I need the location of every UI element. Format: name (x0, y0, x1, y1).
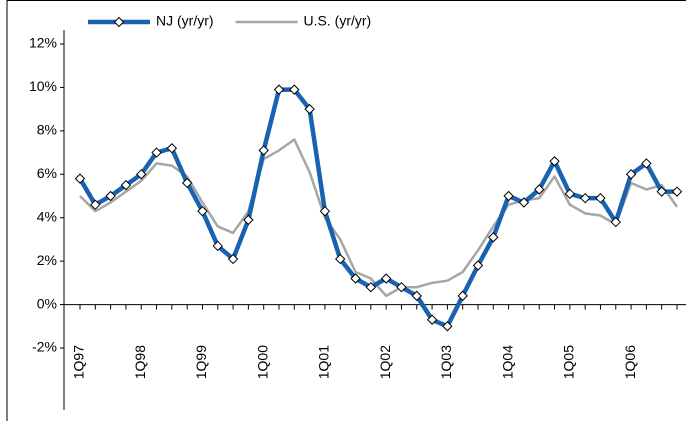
legend-label: NJ (yr/yr) (156, 13, 214, 29)
y-tick-label: 2% (37, 252, 57, 268)
point-marker (380, 273, 392, 284)
x-tick-label: 1Q98 (132, 345, 148, 379)
y-tick-label: 10% (29, 78, 57, 94)
legend-label: U.S. (yr/yr) (304, 13, 372, 29)
legend-marker (113, 16, 125, 28)
x-tick-label: 1Q01 (316, 345, 332, 379)
point-marker (564, 188, 576, 200)
point-marker (197, 205, 208, 217)
point-marker (151, 147, 162, 158)
point-marker (457, 290, 468, 302)
point-marker (625, 169, 637, 180)
x-tick-label: 1Q03 (438, 345, 454, 379)
point-marker (90, 199, 101, 210)
point-marker (641, 158, 652, 169)
x-tick-label: 1Q04 (499, 345, 515, 379)
point-marker (227, 253, 239, 265)
point-marker (74, 173, 86, 184)
y-tick-label: 6% (37, 165, 57, 181)
point-marker (304, 103, 315, 115)
x-tick-label: 1Q06 (622, 345, 638, 379)
point-marker (212, 240, 223, 252)
point-marker (273, 84, 285, 95)
point-marker (472, 260, 484, 271)
point-marker (335, 253, 346, 265)
point-marker (136, 169, 147, 180)
point-marker (610, 216, 621, 228)
point-marker (350, 273, 361, 284)
point-marker (105, 190, 116, 202)
point-marker (534, 184, 545, 195)
point-marker (181, 177, 193, 189)
point-marker (488, 232, 499, 243)
point-marker (549, 156, 560, 167)
x-tick-label: 1Q05 (561, 345, 577, 379)
point-marker (656, 186, 667, 197)
point-marker (442, 321, 453, 332)
series-line (79, 138, 679, 298)
point-marker (365, 281, 377, 293)
point-marker (258, 145, 269, 156)
point-marker (671, 186, 683, 197)
point-marker (503, 190, 514, 202)
point-marker (396, 281, 407, 293)
y-tick-label: 12% (29, 35, 57, 51)
y-tick-label: 8% (37, 122, 57, 138)
y-tick-label: -2% (32, 339, 57, 355)
x-tick-label: 1Q02 (377, 345, 393, 379)
series-line (78, 87, 677, 329)
point-marker (289, 84, 300, 95)
point-marker (426, 314, 438, 325)
point-marker (120, 179, 132, 191)
x-tick-label: 1Q97 (71, 345, 87, 379)
point-marker (518, 197, 530, 208)
y-tick-label: 0% (37, 295, 57, 311)
point-marker (166, 143, 178, 154)
point-marker (243, 214, 254, 226)
point-marker (319, 205, 331, 217)
point-marker (595, 192, 606, 204)
point-marker (579, 192, 591, 204)
y-tick-label: 4% (37, 208, 57, 224)
point-marker (411, 290, 422, 302)
x-tick-label: 1Q99 (193, 345, 209, 379)
x-tick-label: 1Q00 (254, 345, 270, 379)
